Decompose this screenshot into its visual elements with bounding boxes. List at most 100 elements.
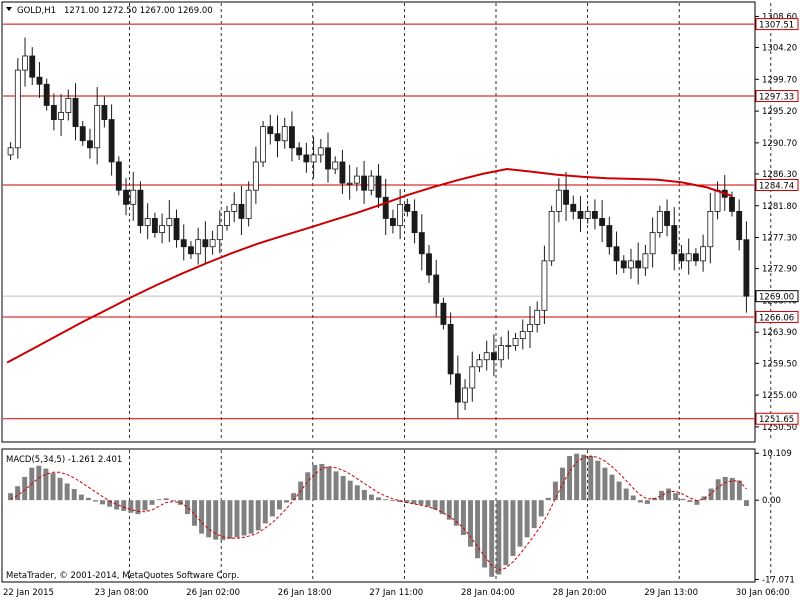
candle-body [267,126,274,135]
candle-body [123,189,129,205]
macd-bar [170,500,176,502]
macd-bar [199,500,205,534]
macd-bar [269,500,275,517]
candle-body [245,189,252,219]
candle-body [101,105,108,120]
macd-bar [78,494,84,501]
candle-body [418,232,425,255]
x-tick-label-5: 28 Jan 04:00 [461,588,515,598]
macd-label: MACD(5,34,5) -1.261 2.401 [6,455,122,465]
macd-bar [22,476,28,501]
candle-body [209,239,216,248]
macd-bar [163,498,169,501]
macd-bar [673,493,679,501]
candle-body [498,345,505,361]
macd-bar [340,476,346,501]
y-tick-label-2: 1299.70 [762,75,797,85]
candle-body [202,239,209,248]
candle-body [584,211,591,219]
candle-body [656,211,663,233]
candle-body [332,161,339,170]
macd-bar [446,500,452,520]
macd-bar [432,500,438,510]
macd-bar [567,456,573,501]
x-tick-label-6: 28 Jan 20:00 [553,588,607,598]
candle-body [368,175,375,191]
candle-body [555,189,562,212]
macd-histogram [8,453,749,577]
candle-body [426,253,432,276]
candle-body [310,154,317,163]
candle-body [296,147,303,156]
macd-bar [545,497,551,501]
macd-bar [347,480,353,501]
macd-bar [312,464,318,501]
current-price-label: 1269.00 [755,290,799,303]
macd-bar [71,489,77,501]
candle-body [14,69,21,149]
macd-signal-line [10,455,747,571]
candle-body [36,76,43,85]
candle-body [130,189,137,205]
candle-body [188,246,194,255]
candle-body [216,225,223,241]
candle-body [454,373,461,403]
macd-bar [687,500,693,503]
macd-plot-frame [1,448,756,583]
macd-bar [574,453,580,501]
candle-body [144,218,151,226]
chevron-down-icon[interactable] [6,7,12,11]
candle-body [303,154,310,163]
macd-bar [241,500,247,536]
y-tick-label-12: 1255.00 [762,391,797,401]
candle-body [707,211,714,248]
macd-bar [305,472,311,501]
candle-body [736,211,743,241]
macd-bar [376,497,381,501]
macd-bar [722,476,728,501]
macd-bar [135,500,141,515]
candle-body [700,246,707,262]
macd-bar [333,471,339,501]
macd-bar [708,488,714,501]
candle-body [87,140,93,149]
macd-bar [142,500,148,511]
macd-bar [8,493,14,501]
macd-axis: 10.109 0.00 -17.071 [755,449,795,585]
candle-body [7,147,14,156]
candles [7,37,750,419]
y-tick-label-10: 1263.90 [762,328,797,338]
candle-body [635,260,642,269]
candle-body [469,366,476,389]
candle-body [519,331,526,339]
time-axis: 22 Jan 2015 23 Jan 08:00 26 Jan 02:00 26 Ja… [3,588,790,598]
price-axis: 1308.60 1304.20 1299.70 1295.20 1290.70 1286.… [755,12,797,433]
symbol-label: GOLD,H1 [17,6,56,16]
candle-body [606,225,613,248]
x-tick-label-4: 27 Jan 11:00 [369,588,423,598]
candle-body [43,83,50,106]
macd-bar [729,477,735,501]
level-label-box-4 [755,412,799,425]
candle-body [678,253,685,262]
candle-body [577,211,584,219]
macd-bar [453,500,459,526]
macd-bar [623,488,629,501]
macd-bar [64,483,70,501]
macd-bar [85,497,91,501]
y-tick-label-0: 1308.60 [762,12,797,22]
candle-body [317,147,324,156]
horizontal-levels [3,23,754,420]
macd-bar [411,500,417,504]
candle-body [382,196,389,219]
macd-bar [715,479,721,501]
macd-bar [517,500,523,547]
y-tick-label-13: 1250.50 [762,423,797,433]
macd-bar [107,500,113,507]
macd-bar [383,499,389,501]
macd-bar [659,490,665,501]
macd-bar [694,500,700,505]
macd-bar [595,460,601,501]
